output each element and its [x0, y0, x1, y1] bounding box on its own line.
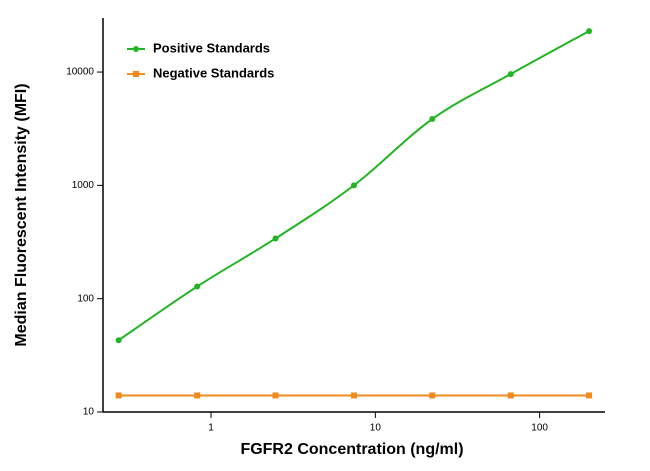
data-point [586, 392, 593, 399]
data-point [272, 235, 279, 242]
x-tick-label: 100 [531, 423, 548, 434]
y-axis-title: Median Fluorescent Intensity (MFI) [13, 83, 30, 346]
data-point [507, 71, 514, 78]
y-tick-label: 10 [83, 407, 95, 418]
data-point [350, 392, 357, 399]
data-point [429, 392, 436, 399]
data-point [194, 392, 201, 399]
x-axis-title: FGFR2 Concentration (ng/ml) [240, 441, 463, 458]
legend-marker [133, 71, 139, 77]
data-point [350, 182, 357, 189]
data-point [115, 337, 122, 344]
data-point [194, 283, 201, 290]
data-point [272, 392, 279, 399]
data-point [115, 392, 122, 399]
x-tick-label: 10 [370, 423, 382, 434]
legend-label: Positive Standards [153, 40, 270, 55]
x-tick-label: 1 [208, 423, 214, 434]
data-point [429, 116, 436, 123]
y-tick-label: 1000 [72, 180, 95, 191]
legend-marker [133, 46, 139, 52]
data-point [586, 28, 593, 35]
data-point [507, 392, 514, 399]
y-tick-label: 10000 [66, 67, 94, 78]
legend-label: Negative Standards [153, 65, 274, 80]
y-tick-label: 100 [77, 293, 94, 304]
